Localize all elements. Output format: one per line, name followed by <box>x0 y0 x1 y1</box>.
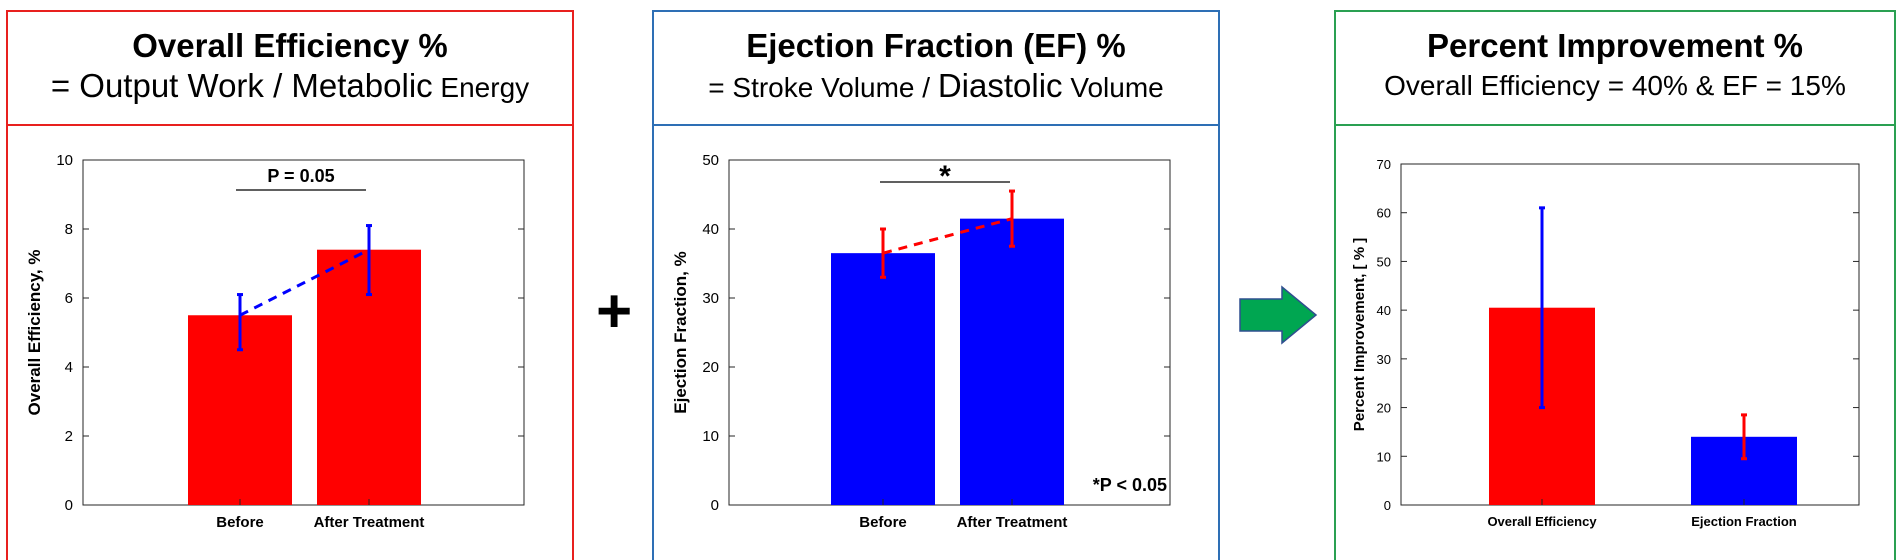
panel-overall-efficiency-header: Overall Efficiency % = Output Work / Met… <box>6 10 574 126</box>
y-tick-label: 20 <box>702 359 719 376</box>
y-tick-label: 2 <box>65 428 73 445</box>
significance-label: P = 0.05 <box>267 166 334 186</box>
y-axis-label: Overall Efficiency, % <box>25 250 44 416</box>
y-tick-label: 30 <box>1377 352 1391 367</box>
plus-connector: + <box>596 277 633 346</box>
y-axis-label: Percent Improvement, [ % ] <box>1351 238 1368 431</box>
y-tick-label: 50 <box>702 152 719 169</box>
plot-frame <box>728 159 1171 506</box>
formula-word: Metabolic <box>291 67 433 104</box>
ejection-fraction-chart: 0 10 20 30 40 50 Ejection Fraction, % Before Aft… <box>671 152 1171 531</box>
x-tick-label: Overall Efficiency <box>1487 514 1597 529</box>
panel-title: Percent Improvement % <box>1427 27 1803 64</box>
overall-efficiency-chart: 0 2 4 6 8 10 Overall Efficiency, % Before After … <box>25 152 525 531</box>
y-tick-label: 40 <box>702 221 719 238</box>
trend-line <box>882 217 1013 255</box>
y-tick-label: 70 <box>1377 157 1391 172</box>
y-tick-label: 8 <box>65 221 73 238</box>
significance-label: * <box>939 160 951 193</box>
bar <box>831 253 935 505</box>
formula-suffix: Energy <box>432 72 530 103</box>
panel-formula: = Stroke Volume / Diastolic Volume <box>654 66 1218 108</box>
x-tick-label: Before <box>216 514 264 531</box>
formula-prefix: = Stroke Volume / <box>708 72 938 103</box>
formula-prefix: = Output Work / <box>50 67 292 104</box>
y-tick-label: 60 <box>1377 206 1391 221</box>
y-axis-label: Ejection Fraction, % <box>671 251 690 413</box>
arrow-shape <box>1239 285 1318 345</box>
arrow-right-icon <box>1239 285 1318 345</box>
y-tick-label: 0 <box>1384 498 1391 513</box>
x-tick-label: Ejection Fraction <box>1691 514 1797 529</box>
y-tick-label: 10 <box>56 152 73 169</box>
y-tick-label: 6 <box>65 290 73 307</box>
y-tick-label: 50 <box>1377 254 1391 269</box>
panel-formula: Overall Efficiency = 40% & EF = 15% <box>1384 70 1846 101</box>
y-tick-label: 20 <box>1377 401 1391 416</box>
formula-word: Diastolic <box>937 67 1063 104</box>
significance-note: *P < 0.05 <box>1093 475 1167 495</box>
y-tick-label: 0 <box>711 497 719 514</box>
y-tick-label: 4 <box>65 359 73 376</box>
panel-formula: = Output Work / Metabolic Energy <box>8 66 572 108</box>
y-tick-label: 10 <box>702 428 719 445</box>
trend-line <box>239 248 370 317</box>
plot-frame <box>1400 163 1860 506</box>
panel-overall-efficiency-chart: 0 2 4 6 8 10 Overall Efficiency, % Before After … <box>6 124 574 560</box>
plot-frame <box>82 159 525 506</box>
panel-ejection-fraction-header: Ejection Fraction (EF) % = Stroke Volume… <box>652 10 1220 126</box>
x-tick-label: After Treatment <box>957 514 1068 531</box>
panel-title: Overall Efficiency % <box>132 27 448 64</box>
panel-percent-improvement-chart: 0 10 20 30 40 50 60 70 Percent Improvement, [ % … <box>1334 124 1896 560</box>
y-tick-label: 30 <box>702 290 719 307</box>
bar <box>960 218 1064 505</box>
y-tick-label: 40 <box>1377 303 1391 318</box>
percent-improvement-chart: 0 10 20 30 40 50 60 70 Percent Improvement, [ % … <box>1351 157 1860 529</box>
panel-title: Ejection Fraction (EF) % <box>746 27 1126 64</box>
panel-ejection-fraction-chart: 0 10 20 30 40 50 Ejection Fraction, % Before Aft… <box>652 124 1220 560</box>
y-tick-label: 10 <box>1377 449 1391 464</box>
x-tick-label: Before <box>859 514 907 531</box>
x-tick-label: After Treatment <box>314 514 425 531</box>
formula-suffix: Volume <box>1062 72 1164 103</box>
panel-percent-improvement-header: Percent Improvement % Overall Efficiency… <box>1334 10 1896 126</box>
y-tick-label: 0 <box>65 497 73 514</box>
